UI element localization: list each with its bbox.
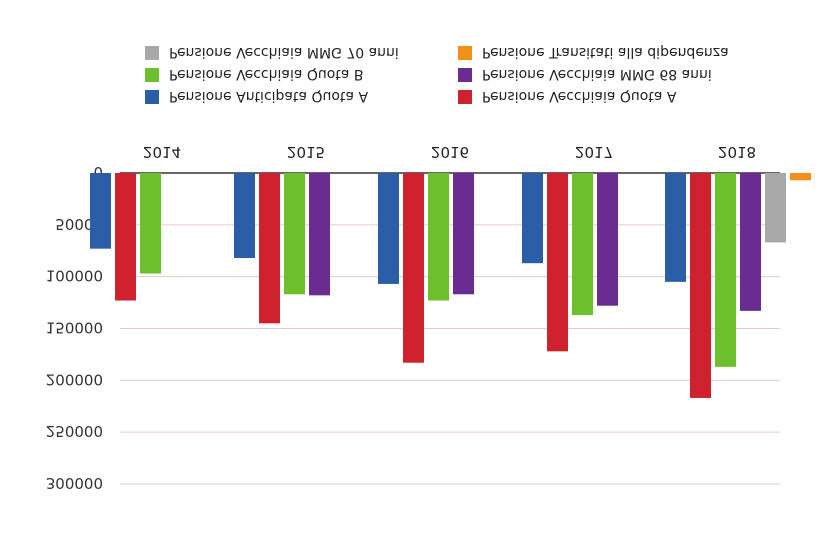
x-tick-label: 2018	[718, 143, 756, 161]
legend-label: Pensione Vecchiaia MMG 70 anni	[169, 44, 399, 60]
x-tick-label: 2015	[287, 143, 325, 161]
bar	[140, 173, 161, 274]
bar	[90, 173, 111, 249]
bar	[259, 173, 280, 324]
y-tick-label: 300000	[46, 474, 103, 492]
bar	[597, 173, 618, 306]
legend-swatch	[145, 90, 159, 104]
y-tick-label: 200000	[46, 370, 103, 388]
y-tick-label: 100000	[46, 267, 103, 285]
legend-label: Pensione Transitati alla dipendenza	[482, 44, 729, 60]
bar	[378, 173, 399, 284]
bar	[547, 173, 568, 352]
y-tick-label: 250000	[46, 422, 103, 440]
y-tick-label: 150000	[46, 319, 103, 337]
legend-label: Pensione Anticipata Quota A	[169, 88, 368, 104]
legend-label: Pensione Vecchiaia Quota B	[169, 66, 363, 82]
legend-swatch	[458, 68, 472, 82]
bar	[790, 173, 811, 181]
bar	[284, 173, 305, 295]
bar	[665, 173, 686, 282]
bar	[715, 173, 736, 367]
legend-label: Pensione Vecchiaia MMG 68 anni	[482, 66, 712, 82]
bar	[765, 173, 786, 243]
bar	[234, 173, 255, 259]
bar	[690, 173, 711, 398]
legend-swatch	[145, 46, 159, 60]
bar	[115, 173, 136, 301]
bar	[428, 173, 449, 301]
bar	[309, 173, 330, 296]
legend-swatch	[458, 90, 472, 104]
legend-swatch	[458, 46, 472, 60]
legend-swatch	[145, 68, 159, 82]
bar	[403, 173, 424, 363]
bar	[522, 173, 543, 264]
bar	[740, 173, 761, 311]
bar	[572, 173, 593, 316]
x-tick-label: 2014	[143, 143, 181, 161]
legend-label: Pensione Vecchiaia Quota A	[482, 88, 677, 104]
x-tick-label: 2016	[431, 143, 469, 161]
bar	[453, 173, 474, 295]
y-tick-label: 0	[93, 163, 103, 181]
x-tick-label: 2017	[575, 143, 613, 161]
